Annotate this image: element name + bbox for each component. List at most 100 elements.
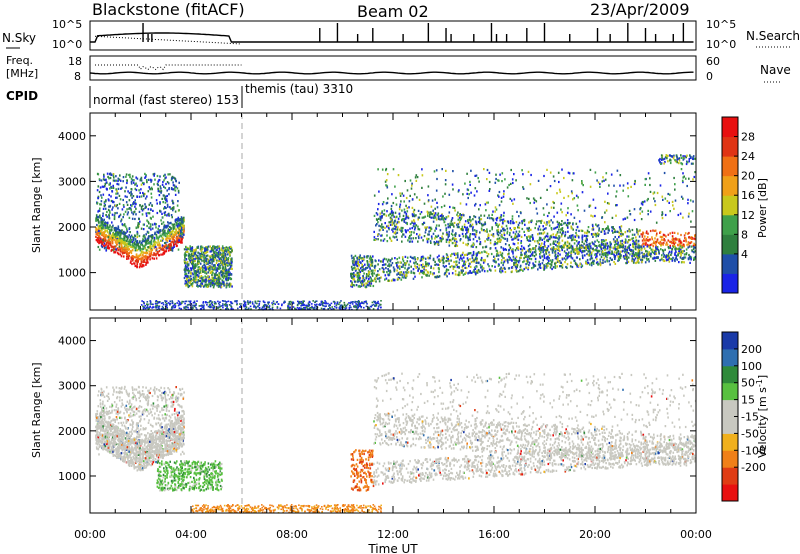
heatmap-cell xyxy=(287,307,289,309)
heatmap-cell xyxy=(471,223,474,226)
heatmap-cell xyxy=(189,255,192,258)
heatmap-cell xyxy=(250,308,252,310)
heatmap-cell xyxy=(551,251,554,254)
heatmap-cell xyxy=(437,216,440,219)
heatmap-cell xyxy=(187,285,190,289)
heatmap-cell xyxy=(141,204,144,207)
heatmap-cell xyxy=(121,250,123,253)
heatmap-cell xyxy=(680,249,682,252)
heatmap-cell xyxy=(664,160,666,164)
heatmap-cell xyxy=(150,240,153,243)
heatmap-cell xyxy=(596,255,598,258)
heatmap-cell xyxy=(527,266,530,269)
heatmap-cell xyxy=(161,212,163,215)
heatmap-cell xyxy=(575,263,578,266)
heatmap-cell xyxy=(390,211,393,214)
heatmap-cell xyxy=(469,252,472,255)
heatmap-cell xyxy=(502,214,505,217)
heatmap-cell xyxy=(185,254,188,257)
heatmap-cell xyxy=(573,242,576,245)
heatmap-cell xyxy=(177,240,179,244)
heatmap-cell xyxy=(476,252,479,255)
heatmap-cell xyxy=(353,258,355,261)
heatmap-cell xyxy=(595,233,597,236)
heatmap-cell xyxy=(660,158,663,161)
heatmap-cell xyxy=(490,269,492,272)
heatmap-cell xyxy=(126,253,128,256)
heatmap-cell xyxy=(573,259,576,262)
heatmap-cell xyxy=(680,162,682,165)
heatmap-cell xyxy=(177,189,180,192)
heatmap-cell xyxy=(592,249,595,252)
heatmap-cell xyxy=(124,235,127,238)
heatmap-cell xyxy=(568,244,570,247)
heatmap-cell xyxy=(193,300,196,303)
heatmap-cell xyxy=(188,275,190,278)
heatmap-cell xyxy=(112,184,114,187)
heatmap-cell xyxy=(669,154,671,157)
heatmap-cell xyxy=(655,256,658,259)
heatmap-cell xyxy=(130,188,133,191)
heatmap-cell xyxy=(292,302,295,304)
heatmap-cell xyxy=(586,243,588,246)
heatmap-cell xyxy=(388,265,391,268)
heatmap-cell xyxy=(527,170,530,173)
heatmap-cell xyxy=(157,231,160,234)
heatmap-cell xyxy=(439,229,442,232)
heatmap-cell xyxy=(191,264,194,267)
heatmap-cell xyxy=(126,230,129,233)
heatmap-cell xyxy=(218,267,221,270)
heatmap-cell xyxy=(189,267,192,270)
heatmap-cell xyxy=(683,234,686,237)
heatmap-cell xyxy=(167,243,170,246)
heatmap-cell xyxy=(513,221,515,225)
heatmap-cell xyxy=(674,253,676,256)
heatmap-cell xyxy=(354,306,356,308)
heatmap-cell xyxy=(404,217,407,220)
heatmap-cell xyxy=(609,247,611,250)
heatmap-cell xyxy=(213,251,215,254)
heatmap-cell xyxy=(398,221,400,224)
heatmap-cell xyxy=(512,220,514,223)
heatmap-cell xyxy=(108,230,111,233)
heatmap-cell xyxy=(381,203,384,206)
heatmap-cell xyxy=(691,210,694,213)
heatmap-cell xyxy=(224,305,227,307)
heatmap-cell xyxy=(142,191,144,195)
nsearch-label: N.Search xyxy=(746,29,800,43)
heatmap-cell xyxy=(485,201,488,204)
heatmap-cell xyxy=(389,237,392,241)
heatmap-cell xyxy=(595,245,598,248)
heatmap-cell xyxy=(138,257,141,261)
heatmap-cell xyxy=(538,260,541,263)
heatmap-cell xyxy=(602,259,604,262)
heatmap-cell xyxy=(411,182,413,185)
heatmap-cell xyxy=(120,187,122,190)
heatmap-cell xyxy=(469,271,471,274)
heatmap-cell xyxy=(184,302,186,305)
heatmap-cell xyxy=(386,234,388,237)
heatmap-cell xyxy=(477,221,480,224)
heatmap-cell xyxy=(392,235,395,238)
heatmap-cell xyxy=(204,266,206,269)
heatmap-cell xyxy=(210,281,212,284)
heatmap-cell xyxy=(476,259,478,262)
heatmap-cell xyxy=(401,276,404,279)
heatmap-cell xyxy=(616,204,618,207)
heatmap-cell xyxy=(362,257,365,260)
heatmap-cell xyxy=(381,264,384,267)
heatmap-cell xyxy=(102,234,104,237)
heatmap-cell xyxy=(201,284,203,287)
heatmap-cell xyxy=(526,229,529,232)
heatmap-cell xyxy=(221,300,224,302)
nave-tick-top: 60 xyxy=(706,55,720,68)
heatmap-cell xyxy=(156,301,159,303)
heatmap-cell xyxy=(235,301,238,303)
heatmap-cell xyxy=(554,264,557,267)
heatmap-cell xyxy=(357,277,359,280)
heatmap-cell xyxy=(116,233,119,236)
heatmap-cell xyxy=(589,245,592,248)
heatmap-cell xyxy=(478,238,481,241)
heatmap-cell xyxy=(201,254,204,257)
heatmap-cell xyxy=(217,300,219,303)
